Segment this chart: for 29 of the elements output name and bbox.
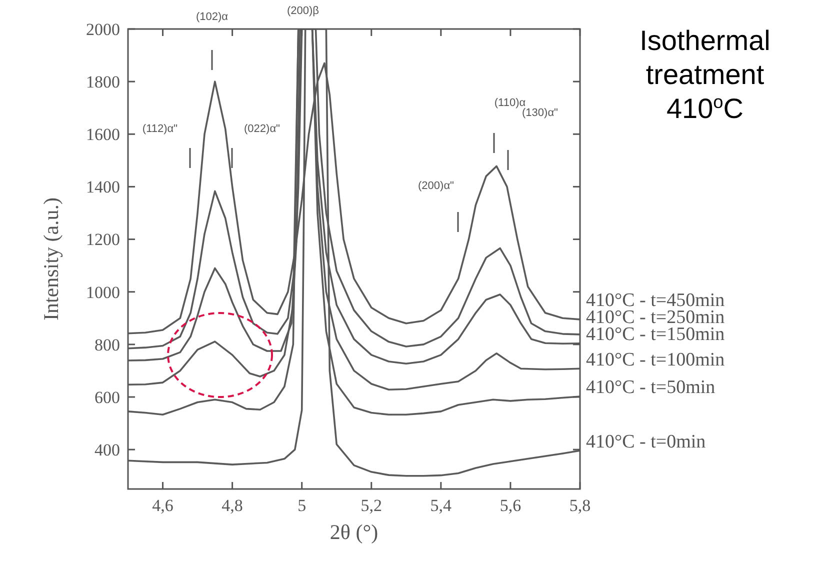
y-tick-label: 1000 xyxy=(86,282,120,302)
x-tick-label: 5 xyxy=(298,496,306,515)
x-tick-label: 5,4 xyxy=(430,496,452,515)
x-tick-label: 5,2 xyxy=(360,496,382,515)
y-tick-label: 1800 xyxy=(86,72,120,92)
legend-label: 410°C - t=0min xyxy=(586,431,706,452)
y-tick-label: 1400 xyxy=(86,178,120,197)
y-tick-label: 2000 xyxy=(86,20,120,39)
y-tick-label: 600 xyxy=(94,388,120,407)
x-tick-label: 5,6 xyxy=(500,496,522,515)
y-tick-label: 800 xyxy=(94,335,120,354)
annotation: (110)α xyxy=(494,97,526,109)
text: (200)β xyxy=(286,5,320,17)
y-tick-label: 1200 xyxy=(86,230,120,250)
y-axis-title: Intensity (a.u.) xyxy=(39,197,63,321)
annotation: (130)α" xyxy=(522,107,558,119)
text: Isothermal treatment 410$^{o}$C xyxy=(640,25,770,124)
x-tick-label: 5,8 xyxy=(569,496,591,515)
legend-label: 410°C - t=50min xyxy=(586,377,716,398)
text: (102)α xyxy=(196,11,229,23)
annotation: (200)α" xyxy=(418,180,454,192)
x-tick-label: 4,6 xyxy=(152,496,174,515)
x-tick-label: 4,8 xyxy=(222,496,243,515)
annotation: (022)α" xyxy=(244,123,280,135)
y-tick-label: 1600 xyxy=(86,125,120,144)
y-tick-label: 400 xyxy=(94,440,120,460)
annotation: (112)α" xyxy=(142,123,178,135)
series-label: 410°C - t=100min xyxy=(586,349,726,370)
x-axis-title: 2θ (°) xyxy=(330,520,378,544)
